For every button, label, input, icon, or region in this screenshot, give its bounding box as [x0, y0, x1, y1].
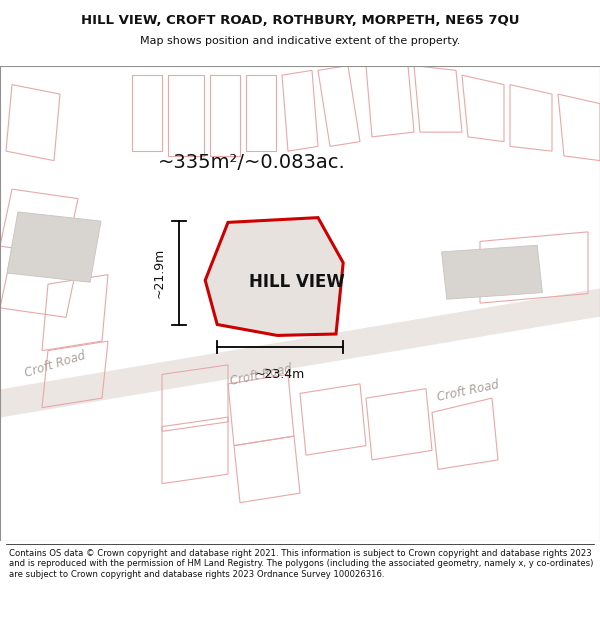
Polygon shape	[229, 238, 317, 307]
Polygon shape	[442, 245, 542, 299]
Text: Croft Road: Croft Road	[229, 362, 293, 388]
Text: HILL VIEW, CROFT ROAD, ROTHBURY, MORPETH, NE65 7QU: HILL VIEW, CROFT ROAD, ROTHBURY, MORPETH…	[81, 14, 519, 28]
Polygon shape	[7, 212, 101, 282]
Text: ~335m²/~0.083ac.: ~335m²/~0.083ac.	[158, 154, 346, 173]
Text: ~23.4m: ~23.4m	[255, 368, 305, 381]
Text: Contains OS data © Crown copyright and database right 2021. This information is : Contains OS data © Crown copyright and d…	[9, 549, 593, 579]
Text: HILL VIEW: HILL VIEW	[249, 272, 345, 291]
Text: Map shows position and indicative extent of the property.: Map shows position and indicative extent…	[140, 36, 460, 46]
Polygon shape	[205, 217, 343, 336]
Text: ~21.9m: ~21.9m	[152, 248, 166, 298]
Polygon shape	[0, 191, 600, 514]
Text: Croft Road: Croft Road	[23, 349, 87, 380]
Text: Croft Road: Croft Road	[436, 378, 500, 404]
